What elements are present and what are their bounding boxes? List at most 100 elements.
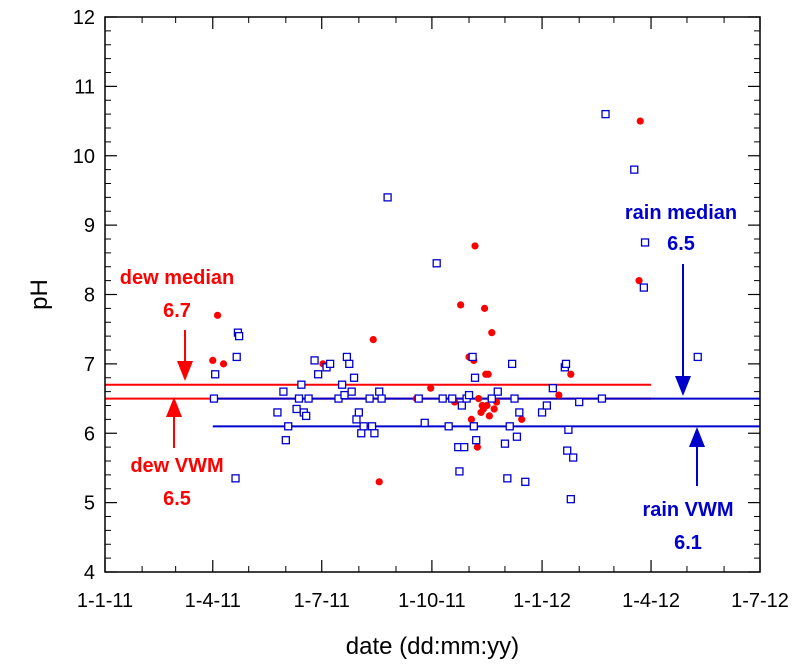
dew-point [483,401,491,410]
dew-point [635,277,643,285]
rain-vwm-annotation: rain VWM 6.1 [642,427,734,554]
dew-point [213,311,222,319]
rain-point [359,422,368,431]
x-tick-label: 1-4-11 [185,590,241,612]
rain-point [377,394,386,403]
dew-point [467,415,476,423]
rain-point [367,422,377,431]
rain-point [503,474,512,483]
rain-point [209,394,219,403]
rain-point [414,394,423,403]
rain-point [487,394,496,403]
rain-point [284,422,293,431]
rain-point [310,356,319,365]
y-tick-label: 12 [73,7,95,29]
rain-point [493,387,502,396]
rain-point [472,436,481,445]
rain-point [354,408,364,417]
y-tick-label: 5 [84,493,95,515]
rain-point [375,387,384,396]
x-tick-label: 1-1-12 [513,590,571,612]
rain-point [512,432,522,441]
rain-point [569,453,578,462]
dew-point [473,443,482,451]
x-tick-label: 1-4-12 [622,590,680,612]
rain-point [575,397,584,407]
dew-point [209,356,217,365]
y-axis-title: pH [26,279,53,310]
dew-point [457,301,465,309]
rain-point [292,404,301,414]
dew-point [427,384,435,392]
rain-point [340,390,349,400]
dew-vwm-arrow-head [166,397,182,417]
x-tick-label: 1-10-11 [398,590,465,612]
rain-point [420,418,429,427]
rain-point [432,259,441,268]
rain-point [455,467,464,476]
rain-vwm-arrow-head [689,427,705,447]
rain-point [500,439,510,448]
rain-median-arrow-head [675,376,691,396]
dew-vwm-value: 6.5 [163,488,191,510]
dew-point [369,335,377,344]
rain-point [281,436,290,445]
rain-point [505,422,514,431]
rain-point [510,394,519,403]
rain-point [234,331,244,341]
rain-point [444,422,453,431]
y-tick-label: 7 [84,354,95,376]
rain-point [365,394,374,403]
dew-point [490,405,498,413]
rain-point [232,352,241,362]
x-tick-label: 1-1-11 [77,590,133,612]
rain-point [313,370,323,379]
rain-point [302,411,311,421]
rain-point [564,425,573,434]
rain-point [231,474,240,483]
y-tick-label: 8 [84,285,95,307]
x-tick-label: 1-7-12 [731,590,789,612]
rain-point [352,415,361,424]
rain-point [370,429,379,438]
rain-point [542,401,552,410]
dew-point [488,329,496,337]
rain-point [469,422,478,431]
plot-frame [104,16,761,573]
rain-point [211,370,220,379]
rain-point [279,387,288,396]
rain-point [561,359,571,369]
rain-point [460,442,469,452]
dew-median-value: 6.7 [163,300,191,322]
rain-point [566,495,575,504]
y-tick-label: 11 [74,76,95,98]
rain-point [548,384,557,393]
rain-point [457,401,466,410]
dew-vwm-annotation: dew VWM 6.5 [130,397,224,510]
rain-point [448,394,457,403]
axis-ticks: 4 5 6 7 8 9 10 11 12 1-1-11 1-4-11 1-7-11 1-10-11 1-1… [73,7,789,612]
rain-point [630,165,639,174]
x-tick-label: 1-7-11 [294,590,350,612]
rain-point [468,352,477,362]
dew-point [480,304,489,312]
rain-point [342,352,352,362]
dew-median-arrow-head [177,361,193,381]
rain-point [294,394,304,403]
dew-point [636,117,644,125]
rain-point [521,477,530,486]
y-tick-label: 4 [84,562,95,584]
rain-point [273,408,282,417]
dew-point [475,394,483,403]
rain-vwm-value: 6.1 [674,532,702,554]
rain-point [438,394,447,403]
rain-point [563,446,572,455]
rain-point [304,394,313,403]
rain-point [537,408,547,417]
dew-point [518,415,526,423]
dew-median-annotation: dew median 6.7 [120,267,234,381]
rain-vwm-label: rain VWM [642,499,733,521]
rain-point [347,387,356,396]
